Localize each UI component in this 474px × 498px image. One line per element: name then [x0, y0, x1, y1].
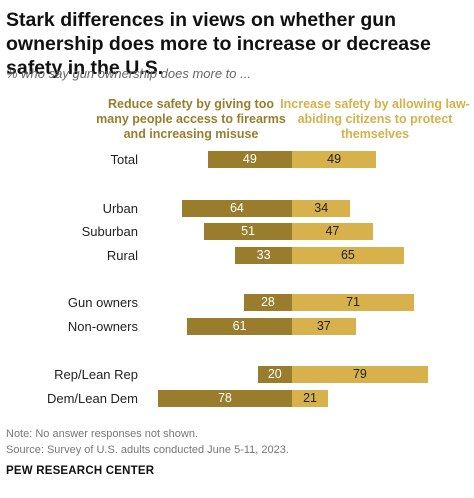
note-text: Note: No answer responses not shown.: [6, 428, 198, 440]
bar-increase-suburban: 47: [292, 223, 373, 240]
bar-reduce-non-owners: 61: [187, 318, 292, 335]
legend-increase-safety: Increase safety by allowing law-abiding …: [280, 97, 470, 141]
bar-reduce-suburban: 51: [204, 223, 292, 240]
source-text: Source: Survey of U.S. adults conducted …: [6, 444, 289, 456]
bar-reduce-urban: 64: [181, 200, 292, 217]
org-name: PEW RESEARCH CENTER: [6, 465, 155, 477]
row-label-dem-lean-dem: Dem/Lean Dem: [46, 391, 138, 406]
bar-increase-gun-owners: 71: [292, 294, 415, 311]
bar-reduce-total: 49: [207, 151, 292, 168]
row-label-gun-owners: Gun owners: [67, 295, 138, 310]
legend-reduce-safety: Reduce safety by giving too many people …: [96, 97, 286, 141]
bar-increase-non-owners: 37: [292, 318, 356, 335]
bar-increase-rural: 65: [292, 247, 404, 264]
bar-reduce-rural: 33: [235, 247, 292, 264]
bar-increase-urban: 34: [292, 200, 351, 217]
chart-subtitle: % who say gun ownership does more to ...: [6, 66, 251, 81]
row-label-non-owners: Non-owners: [67, 319, 138, 334]
chart-title: Stark differences in views on whether gu…: [6, 9, 431, 79]
row-label-total: Total: [110, 152, 138, 167]
bar-reduce-dem-lean-dem: 78: [157, 390, 292, 407]
bar-reduce-gun-owners: 28: [243, 294, 292, 311]
row-label-rep-lean-rep: Rep/Lean Rep: [54, 367, 138, 382]
bar-increase-dem-lean-dem: 21: [292, 390, 329, 407]
row-label-suburban: Suburban: [81, 224, 138, 239]
bar-reduce-rep-lean-rep: 20: [257, 366, 292, 383]
bar-increase-rep-lean-rep: 79: [292, 366, 428, 383]
row-label-urban: Urban: [102, 201, 138, 216]
bar-increase-total: 49: [292, 151, 377, 168]
row-label-rural: Rural: [106, 248, 138, 263]
